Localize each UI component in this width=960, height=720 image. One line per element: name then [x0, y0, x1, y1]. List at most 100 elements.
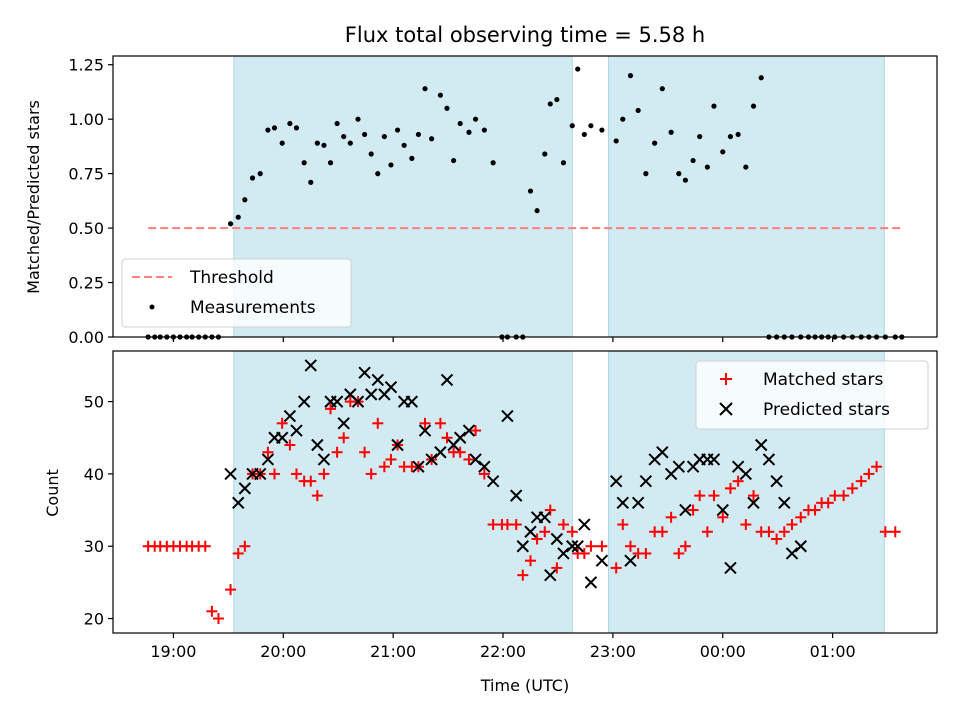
matched-star-point [740, 519, 752, 531]
measurement-point [394, 127, 401, 133]
measurement-point [361, 131, 368, 138]
measurement-point [457, 120, 463, 127]
predicted-star-point [351, 395, 365, 408]
predicted-star-point [631, 496, 645, 510]
predicted-star-point [486, 474, 500, 488]
matched-star-point [510, 519, 522, 531]
predicted-star-point [232, 496, 245, 510]
predicted-star-point [639, 474, 653, 488]
measurement-point [334, 120, 340, 127]
measurement-point [735, 131, 741, 138]
measurement-point [437, 92, 444, 98]
predicted-star-point [762, 453, 776, 466]
matched-star-point [434, 417, 446, 429]
legend-measurements-label: Measurements [190, 298, 316, 318]
measurement-point [327, 160, 334, 166]
matched-star-point [365, 468, 377, 480]
measurement-point [314, 140, 320, 146]
predicted-star-point [538, 511, 551, 524]
predicted-star-point [544, 568, 557, 582]
matched-star-point [539, 526, 551, 538]
measurement-point [257, 171, 263, 177]
matched-star-point [871, 461, 883, 473]
predicted-star-point [238, 482, 252, 495]
predicted-star-point [595, 554, 609, 567]
matched-star-point [359, 446, 371, 458]
predicted-star-point [391, 438, 404, 452]
measurement-point [704, 164, 710, 170]
measurement-point [415, 131, 422, 138]
predicted-star-point [516, 540, 530, 553]
measurement-point [542, 151, 548, 157]
measurement-point [388, 162, 394, 168]
matched-star-point [846, 482, 858, 494]
bottom-ytick-label: 40 [84, 465, 104, 484]
predicted-star-point [283, 409, 297, 423]
matched-star-point [454, 446, 466, 458]
matched-star-point [212, 613, 224, 625]
matched-star-point [763, 526, 775, 538]
predicted-star-point [716, 503, 729, 517]
predicted-stars-points [224, 359, 807, 589]
bottom-shade-0 [233, 350, 573, 634]
predicted-star-point [755, 438, 768, 452]
measurement-point [547, 101, 553, 107]
measurement-point [490, 160, 496, 166]
xtick-label: 21:00 [370, 642, 416, 661]
predicted-star-point [358, 366, 371, 379]
measurement-point [279, 140, 285, 146]
legend-predicted-label: Predicted stars [763, 400, 890, 420]
predicted-star-point [290, 424, 303, 437]
top-legend: Threshold Measurements [121, 258, 352, 328]
matched-star-point [748, 490, 760, 502]
matched-star-point [640, 547, 652, 559]
measurement-point [643, 171, 649, 177]
top-shaded-intervals [233, 55, 885, 338]
x-axis-label: Time (UTC) [480, 676, 569, 695]
matched-star-point [551, 562, 563, 574]
matched-star-point [325, 403, 337, 415]
predicted-star-point [785, 547, 799, 560]
measurement-point [409, 155, 415, 161]
measurement-point [690, 157, 696, 164]
measurement-point [569, 123, 575, 129]
measurement-point [727, 133, 734, 140]
matched-star-point [311, 490, 323, 502]
predicted-star-point [557, 547, 570, 560]
matched-star-point [276, 417, 288, 429]
top-ytick-label: 1.00 [68, 110, 104, 129]
bottom-y-axis-label: Count [43, 469, 62, 517]
matched-star-point [771, 533, 783, 545]
measurement-point [249, 175, 256, 181]
matched-star-point [717, 511, 729, 523]
predicted-star-point [747, 496, 760, 510]
measurement-point [235, 214, 241, 220]
matched-star-point [732, 475, 744, 487]
predicted-star-point [510, 489, 523, 502]
matched-star-point [470, 425, 482, 437]
predicted-star-point [770, 474, 783, 488]
top-ytick-label: 0.75 [68, 165, 104, 184]
predicted-star-point [297, 395, 311, 408]
matched-star-point [385, 453, 397, 465]
predicted-star-point [405, 395, 419, 408]
matched-star-point [855, 475, 867, 487]
matched-star-point [679, 540, 691, 552]
top-shade-1 [607, 55, 885, 338]
measurement-point [450, 157, 457, 164]
matched-star-point [673, 547, 685, 559]
measurement-point [308, 179, 314, 185]
matched-star-point [331, 446, 343, 458]
predicted-star-point [337, 417, 350, 430]
matched-star-point [809, 504, 821, 516]
measurement-point [599, 127, 605, 133]
predicted-star-point [724, 561, 737, 575]
predicted-star-point [469, 453, 482, 466]
measurement-point [293, 125, 300, 131]
matched-star-point [778, 526, 790, 538]
matched-star-point [524, 555, 536, 567]
measurement-point [422, 86, 428, 92]
predicted-star-point [656, 446, 669, 459]
matched-star-point [544, 504, 556, 516]
predicted-star-point [224, 467, 237, 481]
